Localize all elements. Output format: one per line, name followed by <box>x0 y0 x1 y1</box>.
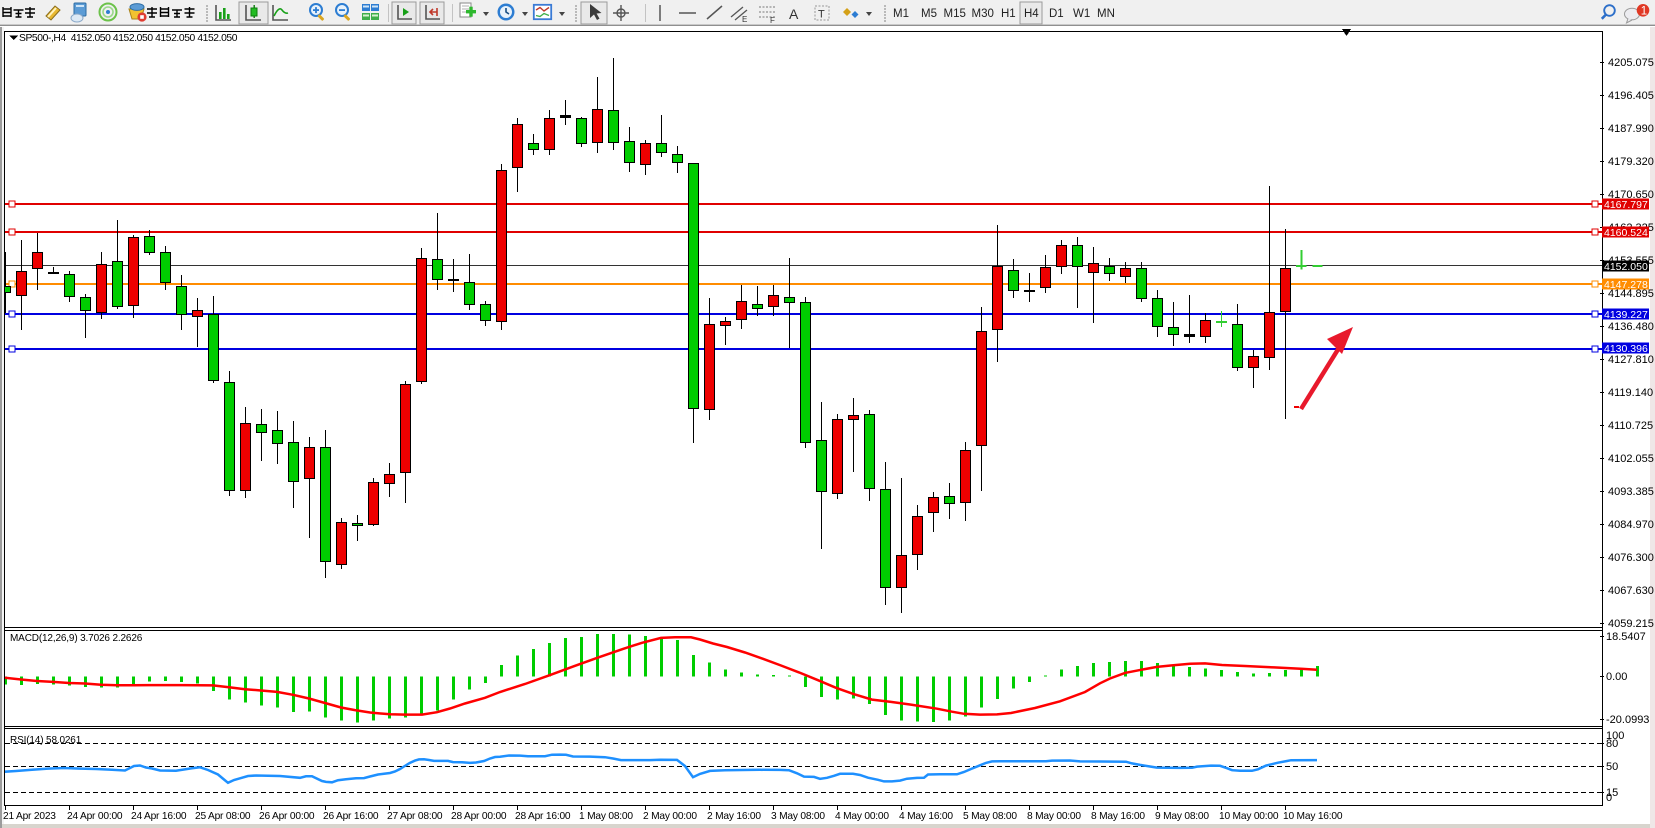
svg-text:4196.405: 4196.405 <box>1608 90 1654 102</box>
svg-text:1 May 08:00: 1 May 08:00 <box>579 811 633 822</box>
svg-text:1: 1 <box>1641 6 1647 18</box>
svg-text:MN: MN <box>1097 8 1115 20</box>
svg-text:W1: W1 <box>1073 8 1090 20</box>
svg-text:4144.895: 4144.895 <box>1608 288 1654 300</box>
svg-text:26 Apr 16:00: 26 Apr 16:00 <box>323 811 379 822</box>
svg-text:4139.227: 4139.227 <box>1604 309 1648 321</box>
svg-text:4205.075: 4205.075 <box>1608 57 1654 69</box>
svg-text:4102.055: 4102.055 <box>1608 453 1654 465</box>
svg-text:25 Apr 08:00: 25 Apr 08:00 <box>195 811 251 822</box>
svg-text:15: 15 <box>1606 787 1618 799</box>
svg-text:0: 0 <box>1606 792 1612 804</box>
svg-text:4152.050: 4152.050 <box>1604 261 1648 273</box>
svg-text:18.5407: 18.5407 <box>1606 631 1646 643</box>
svg-text:E: E <box>742 15 747 24</box>
svg-text:4170.650: 4170.650 <box>1608 189 1654 201</box>
svg-text:4076.300: 4076.300 <box>1608 552 1654 564</box>
svg-text:T: T <box>818 9 825 21</box>
svg-text:4187.990: 4187.990 <box>1608 123 1654 135</box>
svg-text:RSI(14) 58.0261: RSI(14) 58.0261 <box>10 735 82 746</box>
svg-text:2 May 16:00: 2 May 16:00 <box>707 811 761 822</box>
svg-text:4110.725: 4110.725 <box>1608 420 1653 432</box>
svg-text:4059.215: 4059.215 <box>1608 618 1654 630</box>
svg-text:0.00: 0.00 <box>1606 671 1627 683</box>
svg-text:H1: H1 <box>1001 8 1016 20</box>
svg-text:M15: M15 <box>944 8 966 20</box>
svg-text:M30: M30 <box>972 8 994 20</box>
svg-text:21 Apr 2023: 21 Apr 2023 <box>3 811 56 822</box>
svg-text:2 May 00:00: 2 May 00:00 <box>643 811 697 822</box>
svg-text:5 May 08:00: 5 May 08:00 <box>963 811 1017 822</box>
svg-text:4130.396: 4130.396 <box>1604 343 1648 355</box>
svg-text:100: 100 <box>1606 730 1624 742</box>
svg-text:D1: D1 <box>1049 8 1064 20</box>
svg-text:4093.385: 4093.385 <box>1608 486 1654 498</box>
svg-text:9 May 08:00: 9 May 08:00 <box>1155 811 1209 822</box>
svg-text:M5: M5 <box>921 8 937 20</box>
svg-text:MACD(12,26,9) 3.7026 2.2626: MACD(12,26,9) 3.7026 2.2626 <box>10 633 143 644</box>
svg-text:27 Apr 08:00: 27 Apr 08:00 <box>387 811 443 822</box>
svg-text:4147.278: 4147.278 <box>1604 279 1648 291</box>
svg-text:3 May 08:00: 3 May 08:00 <box>771 811 825 822</box>
svg-text:4127.810: 4127.810 <box>1608 354 1654 366</box>
svg-text:4179.320: 4179.320 <box>1608 156 1654 168</box>
svg-text:A: A <box>789 6 799 22</box>
svg-text:24 Apr 16:00: 24 Apr 16:00 <box>131 811 187 822</box>
svg-text:4 May 16:00: 4 May 16:00 <box>899 811 953 822</box>
svg-text:4084.970: 4084.970 <box>1608 519 1654 531</box>
svg-text:26 Apr 00:00: 26 Apr 00:00 <box>259 811 315 822</box>
svg-text:-20.0993: -20.0993 <box>1606 714 1649 726</box>
svg-text:28 Apr 16:00: 28 Apr 16:00 <box>515 811 571 822</box>
svg-text:4119.140: 4119.140 <box>1608 387 1653 399</box>
svg-text:4136.480: 4136.480 <box>1608 321 1654 333</box>
svg-text:50: 50 <box>1606 761 1618 773</box>
svg-text:8 May 00:00: 8 May 00:00 <box>1027 811 1081 822</box>
svg-text:SP500-,H4 4152.050 4152.050 4: SP500-,H4 4152.050 4152.050 4152.050 415… <box>19 33 238 44</box>
svg-text:4160.524: 4160.524 <box>1604 227 1648 239</box>
svg-text:H4: H4 <box>1024 8 1039 20</box>
svg-text:F: F <box>770 16 775 25</box>
svg-text:M1: M1 <box>893 8 909 20</box>
svg-text:8 May 16:00: 8 May 16:00 <box>1091 811 1145 822</box>
svg-text:28 Apr 00:00: 28 Apr 00:00 <box>451 811 507 822</box>
svg-text:10 May 16:00: 10 May 16:00 <box>1283 811 1343 822</box>
svg-text:4167.797: 4167.797 <box>1604 199 1648 211</box>
svg-text:4067.630: 4067.630 <box>1608 585 1654 597</box>
svg-text:80: 80 <box>1606 738 1618 750</box>
svg-text:4 May 00:00: 4 May 00:00 <box>835 811 889 822</box>
svg-text:24 Apr 00:00: 24 Apr 00:00 <box>67 811 123 822</box>
svg-text:10 May 00:00: 10 May 00:00 <box>1219 811 1279 822</box>
